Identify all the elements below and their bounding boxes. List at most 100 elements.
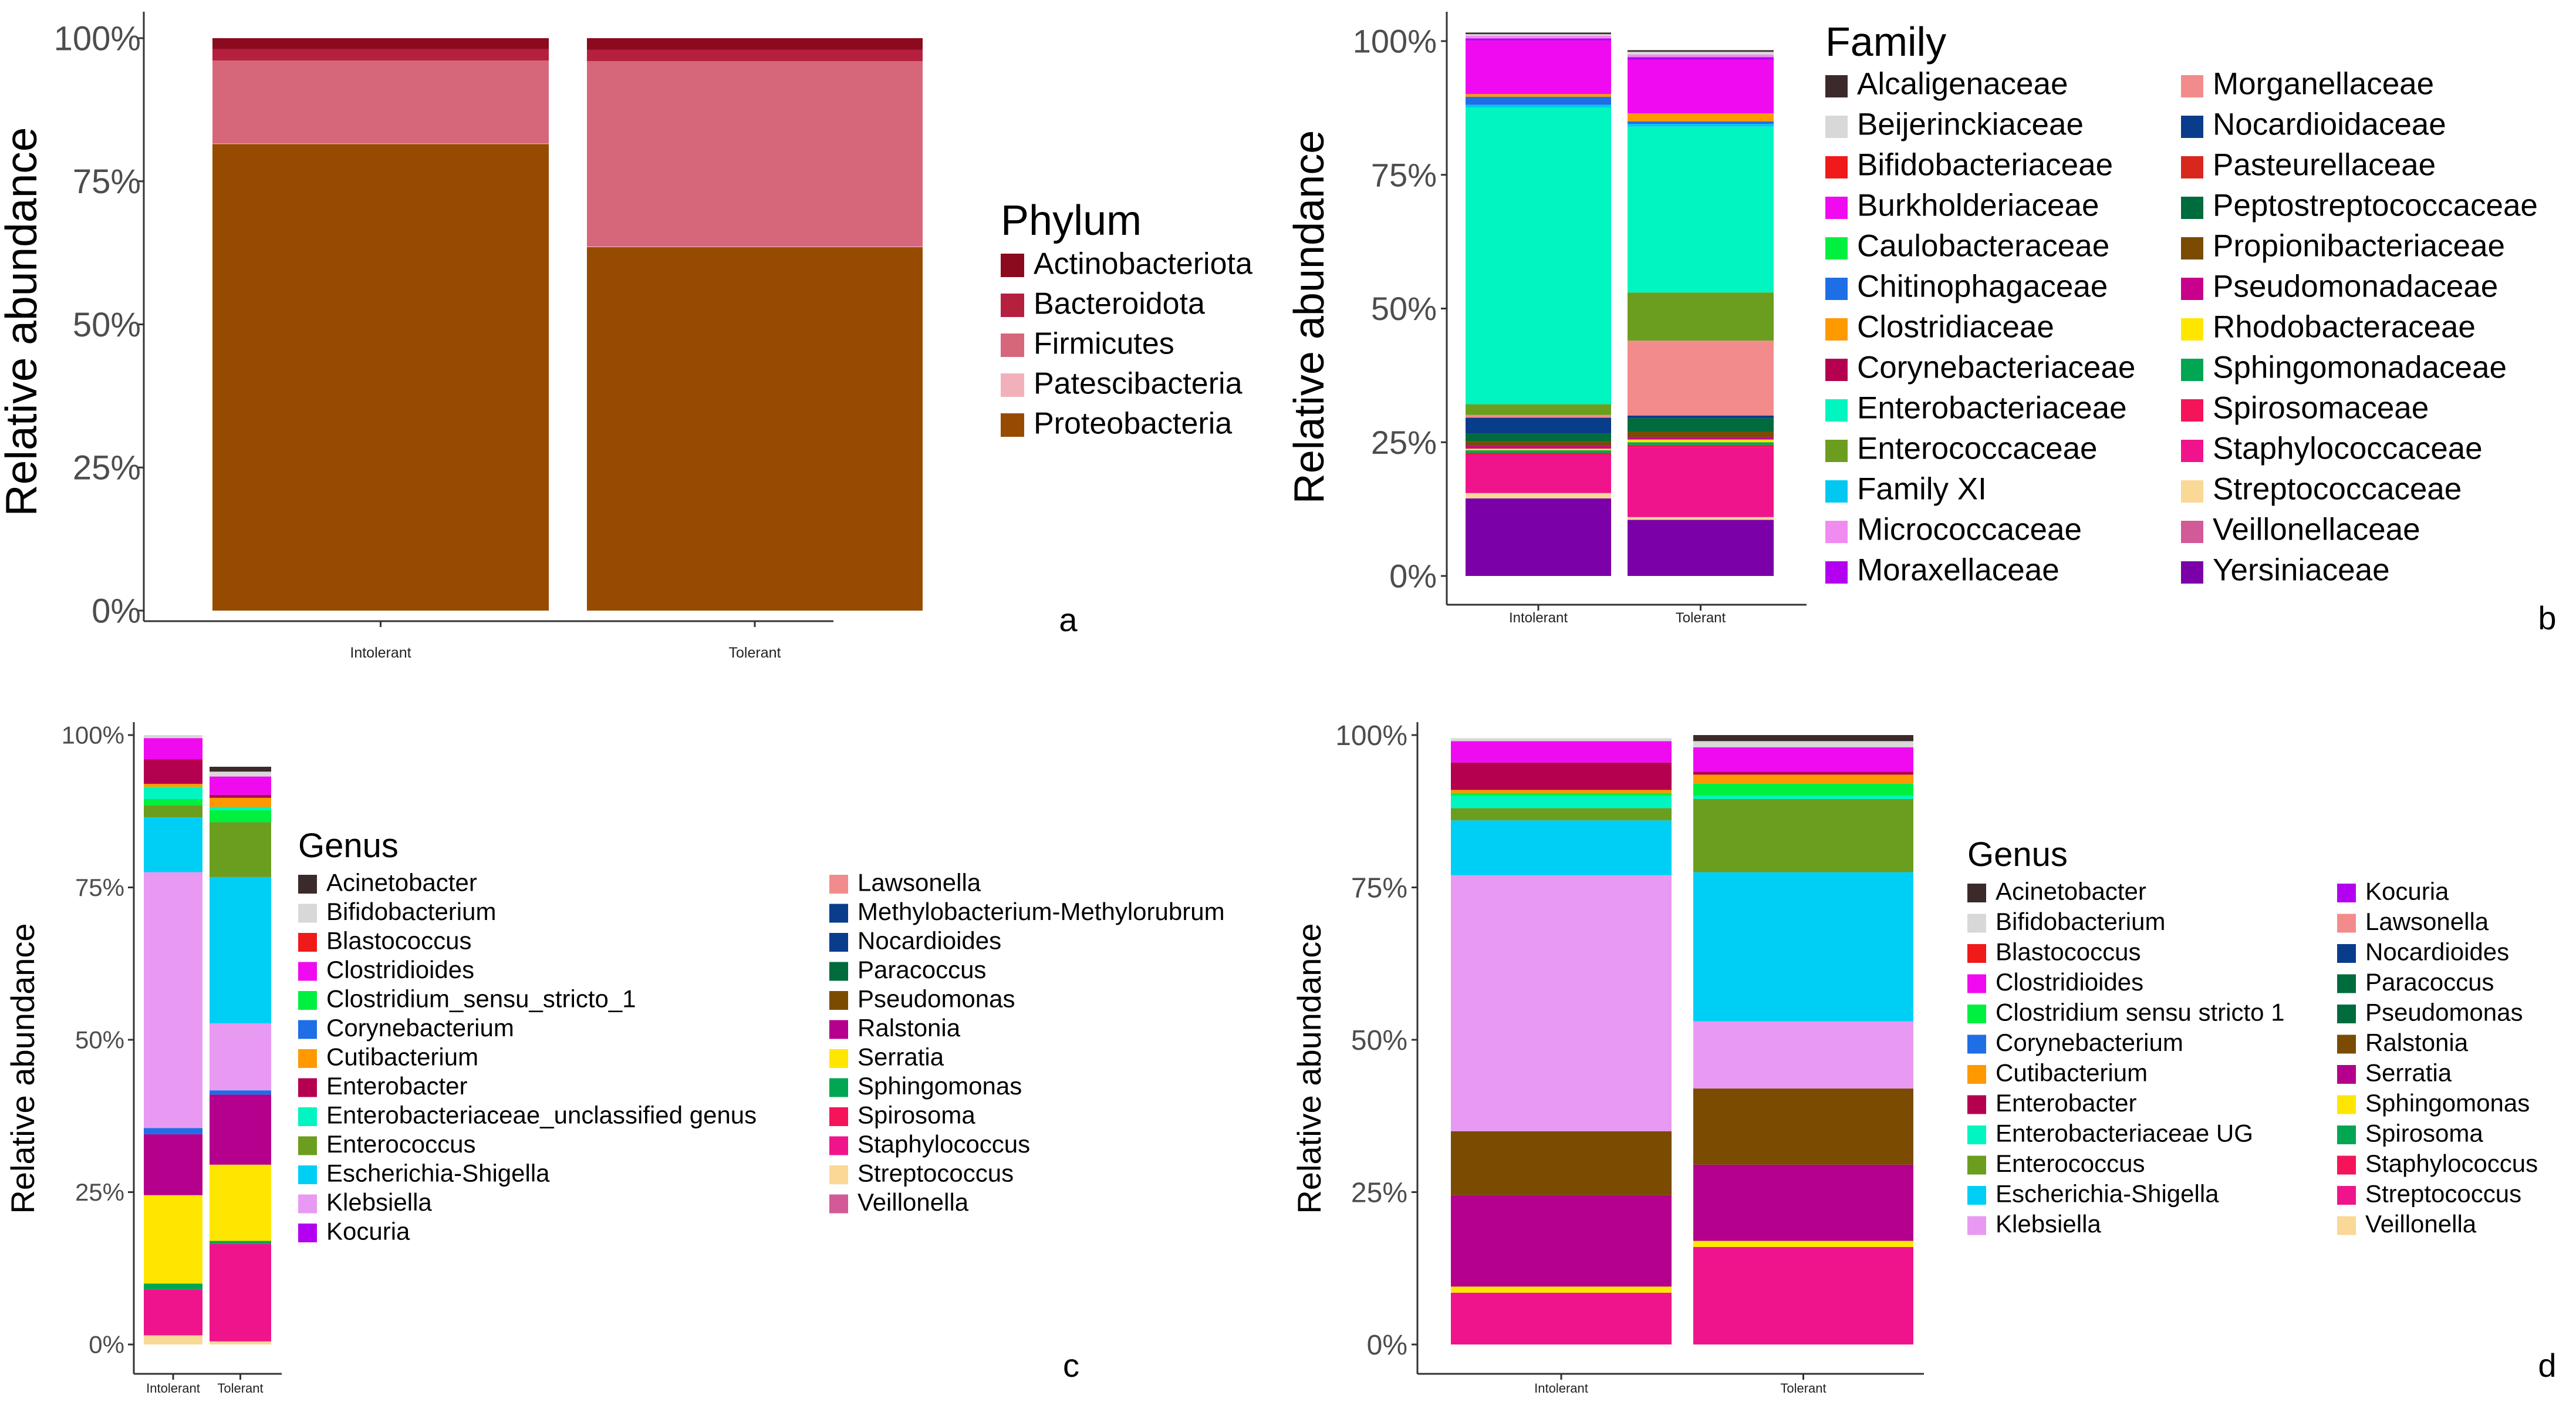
- bar-segment-tolerant-family-xi: [1628, 124, 1774, 127]
- legend-key-lawsonella: [2337, 914, 2356, 933]
- legend-label-escherichia-shigella: Escherichia-Shigella: [326, 1160, 550, 1187]
- legend-key-spirosomaceae: [2181, 399, 2203, 422]
- legend-key-clostridioides: [298, 962, 317, 981]
- y-axis-label: Relative abundance: [0, 127, 46, 517]
- legend-key-escherichia-shigella: [298, 1165, 317, 1184]
- bar-segment-intolerant-spirosomaceae: [1466, 453, 1611, 456]
- bar-segment-tolerant-cutibacterium: [210, 797, 271, 807]
- bar-segment-intolerant-sphingomonas: [1451, 1286, 1672, 1293]
- panel-c: 0% 25% 50% 75% 100% Relative abundance Intoler…: [4, 722, 1225, 1396]
- legend-key-chitinophagaceae: [1825, 278, 1848, 300]
- legend-key-kocuria: [298, 1224, 317, 1242]
- bar-segment-intolerant-bifidobacterium: [144, 735, 202, 739]
- legend-key-sphingomonas: [829, 1078, 848, 1097]
- legend-key-lawsonella: [829, 875, 848, 894]
- legend-label-bifidobacteriaceae: Bifidobacteriaceae: [1857, 148, 2113, 183]
- x-tick-label: Tolerant: [729, 645, 781, 661]
- bar-segment-intolerant-chitinophagaceae: [1466, 96, 1611, 105]
- bar-segment-tolerant-moraxellaceae: [1628, 57, 1774, 60]
- legend-title: Genus: [298, 827, 399, 865]
- legend-label-staphylococcaceae: Staphylococcaceae: [2213, 432, 2483, 466]
- bar-segment-tolerant-enterobacteriaceae: [1628, 126, 1774, 293]
- bar-segment-intolerant-ralstonia: [1451, 1131, 1672, 1195]
- legend-label-staphylococcus: Staphylococcus: [2365, 1150, 2538, 1177]
- legend-key-caulobacteraceae: [1825, 237, 1848, 260]
- y-tick-label: 100%: [62, 722, 124, 749]
- legend-label-acinetobacter: Acinetobacter: [1996, 878, 2146, 905]
- legend-label-klebsiella: Klebsiella: [1996, 1210, 2101, 1238]
- legend-key-pseudomonadaceae: [2181, 278, 2203, 300]
- bar-segment-tolerant-enterococcaceae: [1628, 292, 1774, 341]
- legend-key-escherichia-shigella: [1967, 1186, 1986, 1205]
- bar-segment-intolerant-enterobacteriaceae-unclassified-genus: [144, 787, 202, 799]
- bar-segment-tolerant-streptococcaceae: [1628, 517, 1774, 520]
- legend-label-nocardioides: Nocardioides: [2365, 938, 2509, 966]
- legend-label-pasteurellaceae: Pasteurellaceae: [2213, 148, 2436, 183]
- bar-segment-tolerant-clostridium-sensu-stricto-1: [1693, 784, 1913, 796]
- bar-segment-intolerant-bacteroidota: [212, 49, 549, 61]
- legend-label-chitinophagaceae: Chitinophagaceae: [1857, 269, 2108, 304]
- bar-segment-intolerant-peptostreptococcaceae: [1466, 433, 1611, 442]
- bar-segment-intolerant-corynebacterium: [144, 1128, 202, 1134]
- bar-segment-intolerant-propionibacteriaceae: [1466, 442, 1611, 446]
- bar-segment-intolerant-serratia: [1451, 1195, 1672, 1287]
- legend-label-spirosoma: Spirosoma: [2365, 1120, 2483, 1147]
- legend-title: Phylum: [1001, 197, 1142, 244]
- legend-label-spirosoma: Spirosoma: [857, 1101, 975, 1129]
- legend-key-moraxellaceae: [1825, 561, 1848, 584]
- legend-label-clostridioides: Clostridioides: [326, 956, 474, 983]
- legend-key-ralstonia: [829, 1020, 848, 1039]
- bar-segment-tolerant-acinetobacter: [1693, 735, 1913, 742]
- bar-segment-tolerant-yersiniaceae: [1628, 520, 1774, 576]
- legend-key-paracoccus: [2337, 974, 2356, 993]
- bar-segment-tolerant-micrococcaceae: [1628, 54, 1774, 58]
- legend-key-streptococcaceae: [2181, 480, 2203, 503]
- legend-label-bifidobacterium: Bifidobacterium: [326, 898, 496, 925]
- legend-label-yersiniaceae: Yersiniaceae: [2213, 553, 2390, 588]
- y-tick-label: 0%: [92, 592, 141, 630]
- legend-label-bifidobacterium: Bifidobacterium: [1996, 908, 2165, 935]
- bar-segment-intolerant-enterococcus: [1451, 808, 1672, 821]
- legend-label-moraxellaceae: Moraxellaceae: [1857, 553, 2060, 588]
- legend-label-micrococcaceae: Micrococcaceae: [1857, 513, 2082, 547]
- legend-label-enterobacteriaceae-ug: Enterobacteriaceae UG: [1996, 1120, 2253, 1147]
- bar-segment-intolerant-staphylococcaceae: [1466, 456, 1611, 493]
- bar-segment-tolerant-escherichia-shigella: [210, 877, 271, 1023]
- legend-label-streptococcaceae: Streptococcaceae: [2213, 472, 2462, 507]
- legend-label-pseudomonas: Pseudomonas: [857, 985, 1015, 1013]
- legend-label-pseudomonas: Pseudomonas: [2365, 999, 2523, 1026]
- bar-segment-intolerant-clostridium-sensu-stricto-1: [144, 798, 202, 806]
- legend-key-enterococcaceae: [1825, 440, 1848, 462]
- legend-label-paracoccus: Paracoccus: [857, 956, 986, 983]
- panel-letter: b: [2538, 599, 2556, 636]
- bar-segment-tolerant-cutibacterium: [1693, 774, 1913, 784]
- x-tick-label: Tolerant: [217, 1381, 263, 1396]
- legend-label-firmicutes: Firmicutes: [1034, 326, 1174, 360]
- legend-label-alcaligenaceae: Alcaligenaceae: [1857, 67, 2068, 102]
- legend-key-morganellaceae: [2181, 75, 2203, 97]
- y-tick-label: 75%: [1371, 156, 1437, 193]
- legend-label-clostridioides: Clostridioides: [1996, 968, 2143, 996]
- bar-segment-tolerant-enterobacter: [1693, 771, 1913, 775]
- y-tick-label: 50%: [75, 1026, 124, 1054]
- legend-key-streptococcus: [829, 1165, 848, 1184]
- legend-key-blastococcus: [298, 933, 317, 952]
- legend-title: Genus: [1967, 835, 2068, 874]
- bar-segment-intolerant-klebsiella: [144, 872, 202, 1128]
- legend-label-veillonellaceae: Veillonellaceae: [2213, 513, 2420, 547]
- bar-segment-tolerant-corynebacterium: [210, 1090, 271, 1095]
- bar-segment-tolerant-peptostreptococcaceae: [1628, 418, 1774, 432]
- legend-key-cutibacterium: [298, 1049, 317, 1068]
- legend-key-proteobacteria: [1001, 413, 1024, 437]
- legend-label-streptococcus: Streptococcus: [857, 1160, 1014, 1187]
- legend-label-lawsonella: Lawsonella: [857, 869, 981, 897]
- legend-key-firmicutes: [1001, 333, 1024, 357]
- bar-segment-intolerant-escherichia-shigella: [1451, 820, 1672, 875]
- legend-key-streptococcus: [2337, 1186, 2356, 1205]
- legend-label-pseudomonadaceae: Pseudomonadaceae: [2213, 269, 2498, 304]
- bar-segment-tolerant-spirosomaceae: [1628, 444, 1774, 448]
- legend-label-staphylococcus: Staphylococcus: [857, 1130, 1030, 1158]
- bar-segment-intolerant-patescibacteria: [212, 143, 549, 144]
- legend-key-clostridium-sensu-stricto-1: [1967, 1005, 1986, 1023]
- bar-segment-tolerant-bacteroidota: [587, 49, 923, 61]
